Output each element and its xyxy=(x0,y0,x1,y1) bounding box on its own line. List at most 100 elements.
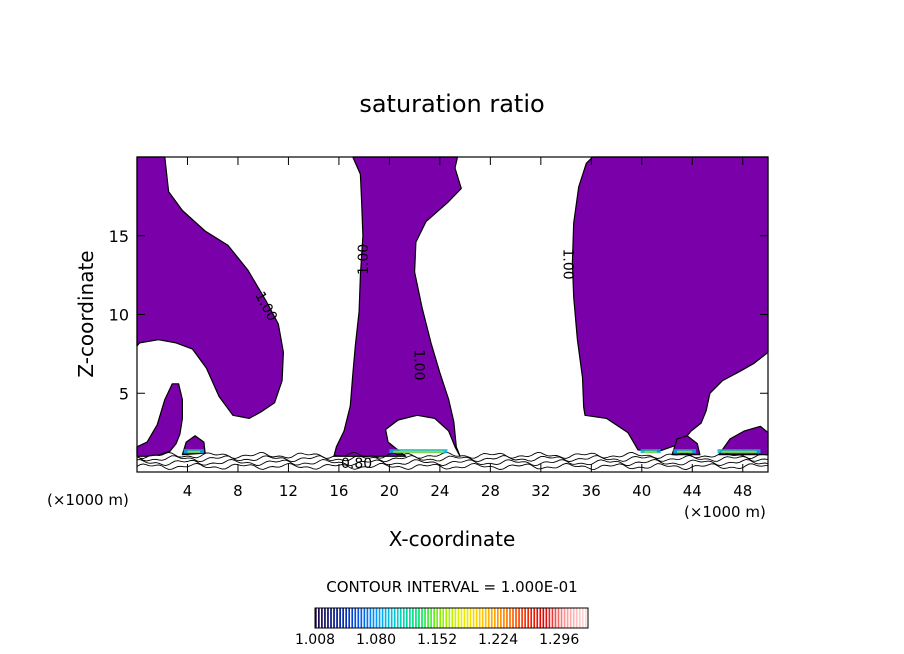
colorbar-stripe xyxy=(369,608,372,628)
colorbar-stripe xyxy=(554,608,557,628)
colorbar-tick-label: 1.152 xyxy=(417,632,457,648)
colorbar-tick-label: 1.296 xyxy=(539,632,579,648)
colorbar-stripe xyxy=(406,608,408,628)
colorbar-stripe xyxy=(566,608,569,628)
x-tick-label: 32 xyxy=(531,482,550,500)
colorbar-stripe xyxy=(378,608,381,628)
colorbar-stripe xyxy=(503,608,505,628)
colorbar-tick-label: 1.224 xyxy=(478,632,518,648)
colorbar-stripe xyxy=(521,608,523,628)
colorbar-stripe xyxy=(451,608,454,628)
colorbar-stripe xyxy=(469,608,472,628)
colorbar-stripe xyxy=(584,608,587,628)
contour-label: 1.00 xyxy=(410,349,426,380)
colorbar-stripe xyxy=(409,608,411,628)
x-unit-left: (×1000 m) xyxy=(47,491,129,509)
colorbar-labels: 1.008 1.080 1.152 1.224 1.296 xyxy=(295,632,579,648)
supersaturated-region-right xyxy=(571,156,769,453)
colorbar-stripe xyxy=(390,608,393,628)
colorbar-stripe xyxy=(351,608,354,628)
colorbar-stripe xyxy=(321,608,323,628)
colorbar-stripe xyxy=(506,608,508,628)
high-saturation-core xyxy=(393,450,444,453)
y-tick-label: 10 xyxy=(109,306,129,325)
x-tick-label: 44 xyxy=(683,482,702,500)
contour-label: 0.80 xyxy=(341,456,372,472)
colorbar-tick-label: 1.008 xyxy=(295,632,335,648)
colorbar-stripe xyxy=(551,608,554,628)
colorbar-stripe xyxy=(330,608,332,628)
colorbar-stripe xyxy=(387,608,390,628)
colorbar-stripe xyxy=(515,608,517,628)
colorbar-stripe xyxy=(466,608,469,628)
colorbar-tick-label: 1.080 xyxy=(356,632,396,648)
x-tick-label: 40 xyxy=(632,482,651,500)
colorbar-stripe xyxy=(384,608,387,628)
colorbar-stripe xyxy=(442,608,445,628)
colorbar-stripe xyxy=(345,608,347,628)
colorbar-stripe xyxy=(539,608,542,628)
colorbar-stripe xyxy=(360,608,363,628)
x-axis-label: X-coordinate xyxy=(389,527,516,551)
colorbar-stripe xyxy=(402,608,405,628)
colorbar-stripe xyxy=(487,608,490,628)
colorbar-stripe xyxy=(490,608,493,628)
colorbar-frame xyxy=(314,607,589,629)
colorbar-stripe xyxy=(436,608,438,628)
contour-label: 1.00 xyxy=(559,249,575,280)
colorbar-stripe xyxy=(478,608,481,628)
colorbar-stripe xyxy=(484,608,487,628)
contour-interval-label: CONTOUR INTERVAL = 1.000E-01 xyxy=(326,578,577,596)
colorbar-stripe xyxy=(500,608,502,628)
contour-regions xyxy=(136,156,769,457)
colorbar-stripe xyxy=(509,608,511,628)
colorbar-stripe xyxy=(463,608,466,628)
colorbar-stripe xyxy=(336,608,338,628)
colorbar-stripe xyxy=(497,608,499,628)
colorbar-stripe xyxy=(363,608,366,628)
colorbar-stripe xyxy=(445,608,448,628)
colorbar-stripe xyxy=(415,608,417,628)
y-axis-label: Z-coordinate xyxy=(74,250,98,377)
colorbar-stripe xyxy=(545,608,548,628)
y-tick-label: 5 xyxy=(119,384,129,403)
contour-label: 1.00 xyxy=(356,244,372,275)
colorbar-stripe xyxy=(536,608,539,628)
colorbar-stripe xyxy=(481,608,484,628)
surface-contour-line xyxy=(136,462,769,471)
colorbar-stripe xyxy=(557,608,560,628)
colorbar-stripe xyxy=(563,608,566,628)
x-axis-ticks: 4 8 12 16 20 24 28 32 36 40 44 48 xyxy=(183,157,752,500)
x-tick-label: 8 xyxy=(233,482,243,500)
high-saturation-core xyxy=(644,450,657,453)
colorbar-stripe xyxy=(357,608,360,628)
colorbar-stripe xyxy=(318,608,320,628)
colorbar-stripe xyxy=(575,608,578,628)
supersaturated-region-center xyxy=(333,156,462,457)
y-axis-ticks: 5 10 15 xyxy=(109,227,768,403)
colorbar-stripe xyxy=(569,608,572,628)
colorbar-stripe xyxy=(433,608,435,628)
colorbar-stripe xyxy=(393,608,396,628)
colorbar-stripe xyxy=(418,608,420,628)
colorbar-stripe xyxy=(354,608,357,628)
colorbar-stripe xyxy=(424,608,426,628)
colorbar-stripe xyxy=(427,608,429,628)
colorbar-stripe xyxy=(324,608,326,628)
colorbar-stripe xyxy=(333,608,335,628)
surface-contour-line xyxy=(136,459,769,467)
colorbar-stripe xyxy=(430,608,432,628)
plot-area: 1.001.001.001.000.80 4 8 12 16 20 24 28 32 36 40 4… xyxy=(109,156,769,500)
colorbar-stripe xyxy=(454,608,457,628)
colorbar-stripe xyxy=(524,608,526,628)
x-tick-label: 48 xyxy=(733,482,752,500)
colorbar-stripe xyxy=(530,608,533,628)
colorbar-stripe xyxy=(381,608,384,628)
x-tick-label: 12 xyxy=(279,482,298,500)
colorbar-stripe xyxy=(472,608,475,628)
x-tick-label: 20 xyxy=(380,482,399,500)
colorbar-stripe xyxy=(572,608,575,628)
colorbar-stripe xyxy=(412,608,414,628)
colorbar: 1.008 1.080 1.152 1.224 1.296 xyxy=(295,607,589,648)
